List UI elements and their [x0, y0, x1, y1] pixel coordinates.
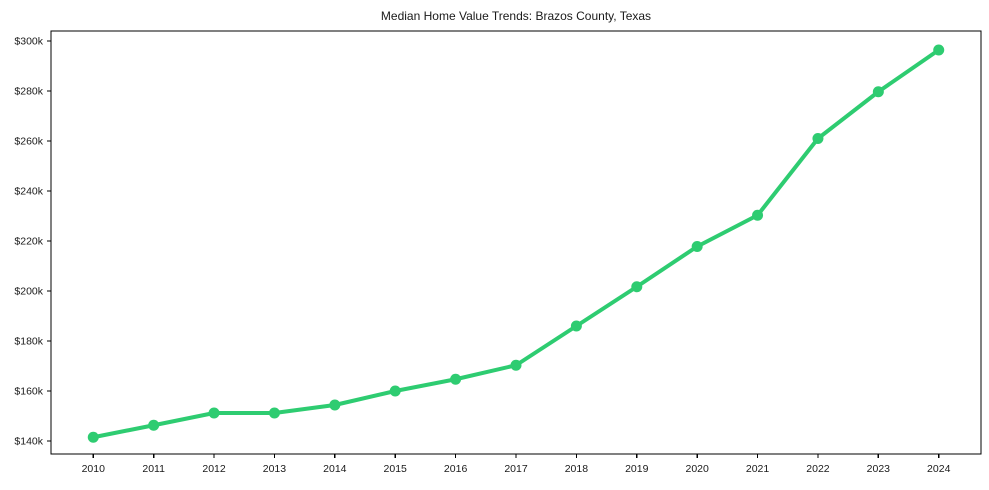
data-point-marker [812, 133, 824, 144]
x-tick-label: 2020 [685, 463, 709, 475]
x-tick-label: 2019 [625, 463, 649, 475]
x-tick-label: 2017 [504, 463, 528, 475]
x-tick-label: 2012 [202, 463, 226, 475]
x-tick-label: 2022 [806, 463, 830, 475]
y-tick-label: $260k [14, 136, 43, 148]
x-tick-label: 2023 [867, 463, 891, 475]
data-point-marker [389, 385, 401, 397]
data-point-marker [933, 44, 945, 56]
data-line [91, 48, 941, 440]
plot-frame [50, 30, 982, 455]
x-tick-label: 2024 [927, 463, 951, 475]
y-tick-label: $240k [14, 186, 43, 198]
y-tick-label: $160k [14, 386, 43, 398]
y-tick-label: $140k [14, 436, 43, 448]
data-point-marker [148, 419, 160, 431]
x-tick-label: 2011 [142, 463, 165, 475]
y-tick-label: $200k [14, 286, 43, 298]
data-point-marker [872, 86, 884, 98]
data-point-marker [329, 399, 341, 411]
data-point-marker [570, 320, 582, 332]
data-point-marker [510, 359, 522, 371]
data-point-marker [87, 431, 99, 443]
x-tick-label: 2016 [444, 463, 468, 475]
data-point-marker [691, 241, 703, 252]
data-point-marker [208, 407, 220, 419]
data-point-marker [450, 373, 462, 385]
x-tick-label: 2021 [746, 463, 770, 475]
x-tick-label: 2010 [82, 463, 106, 475]
x-tick-label: 2014 [323, 463, 347, 475]
y-tick-label: $220k [14, 236, 43, 248]
y-tick-label: $300k [14, 36, 43, 48]
data-point-marker [752, 209, 764, 221]
x-tick-label: 2013 [263, 463, 287, 475]
x-tick-label: 2018 [565, 463, 589, 475]
y-tick-label: $180k [14, 336, 43, 348]
data-point-marker [268, 407, 280, 419]
y-tick-label: $280k [14, 86, 43, 98]
chart-title: Median Home Value Trends: Brazos County,… [380, 9, 652, 23]
x-tick-label: 2015 [384, 463, 408, 475]
data-point-marker [631, 281, 643, 293]
